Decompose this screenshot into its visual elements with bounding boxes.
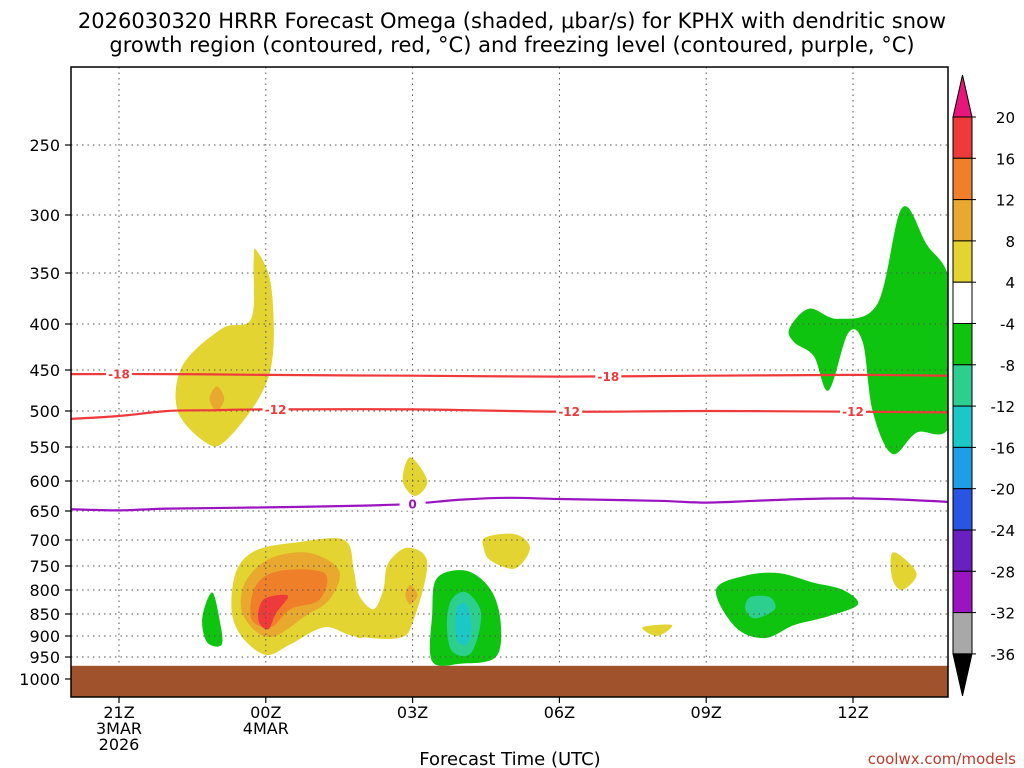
y-tick-label-650: 650 (29, 502, 60, 521)
colorbar-label--16: -16 (991, 439, 1016, 457)
colorbar-label--32: -32 (991, 605, 1016, 623)
colorbar-band-5 (952, 323, 973, 366)
omega-region-green-upper-right (788, 206, 948, 455)
colorbar-band-7 (952, 405, 973, 448)
omega-region-yellow-blob-600 (402, 457, 428, 496)
colorbar-label--28: -28 (991, 563, 1016, 581)
colorbar-label-8: 8 (1005, 233, 1015, 251)
x-tick-label-21Z-2: 2026 (99, 735, 140, 754)
colorbar-band-10 (952, 529, 973, 572)
gridlines (71, 67, 948, 697)
y-tick-label-950: 950 (29, 648, 60, 667)
contour-label-freezing-0: 0 (408, 497, 416, 511)
chart-title-line1: 2026030320 HRRR Forecast Omega (shaded, … (78, 9, 946, 33)
y-tick-label-250: 250 (29, 136, 60, 155)
y-tick-label-750: 750 (29, 557, 60, 576)
colorbar-band-9 (952, 488, 973, 531)
temperature-contours: -18 -18 -12 -12 -12 0 (71, 367, 948, 512)
colorbar-band-11 (952, 570, 973, 614)
y-tick-label-300: 300 (29, 206, 60, 225)
contour-label-bg (840, 404, 866, 419)
omega-region-green-left (202, 592, 223, 647)
colorbar-label--4: -4 (1000, 316, 1015, 334)
contour-label-bg (262, 402, 289, 417)
y-tick-label-1000: 1000 (19, 670, 60, 689)
y-tick-label-800: 800 (29, 581, 60, 600)
colorbar-band-1 (952, 157, 973, 201)
y-tick-label-550: 550 (29, 438, 60, 457)
colorbar-band-8 (952, 446, 973, 490)
colorbar-label--36: -36 (991, 646, 1016, 664)
colorbar: 20 16 12 8 4 -4 -8 -12 -16 -20 -24 -28 -32 -36 (952, 74, 1016, 697)
omega-region-yellow-spot-03z (350, 627, 367, 639)
x-tick-label-21Z-1: 3MAR (96, 719, 142, 738)
contour-label-bg (399, 496, 426, 511)
x-tick-label-21Z-0: 21Z (103, 703, 134, 722)
contour-label-minus12-1: -12 (558, 405, 580, 419)
y-tick-label-500: 500 (29, 402, 60, 421)
contour-label-minus12-2: -12 (842, 405, 864, 419)
omega-region-teal-10z (745, 595, 776, 619)
colorbar-label--12: -12 (991, 398, 1016, 416)
y-tick-label-350: 350 (29, 264, 60, 283)
colorbar-label--8: -8 (1000, 357, 1015, 375)
colorbar-label-16: 16 (996, 150, 1015, 168)
omega-region-yellow-spot-08z (642, 624, 673, 637)
omega-region-yellow-blob-750 (890, 552, 917, 591)
contour-minus18 (71, 372, 948, 378)
x-tick-label-03Z-0: 03Z (397, 703, 428, 722)
omega-region-upper-yellow-plume (175, 248, 274, 447)
contour-label-minus18-1: -18 (597, 370, 619, 384)
colorbar-band-0 (952, 116, 973, 159)
colorbar-label--20: -20 (991, 481, 1016, 499)
y-tick-label-600: 600 (29, 472, 60, 491)
colorbar-label-20: 20 (996, 109, 1015, 127)
x-tick-label-06Z-0: 06Z (544, 703, 575, 722)
contour-label-bg (106, 367, 132, 382)
colorbar-top-arrow (952, 74, 973, 118)
omega-region-low-red-core (258, 594, 289, 630)
credit-text: coolwx.com/models (868, 750, 1016, 768)
contour-label-bg (556, 404, 583, 419)
colorbar-band-3 (952, 240, 973, 283)
contour-label-minus18-0: -18 (108, 368, 130, 382)
plot-frame (70, 66, 949, 698)
x-tick-label-00Z-0: 00Z (250, 703, 281, 722)
omega-shading (175, 206, 948, 666)
y-tick-label-850: 850 (29, 605, 60, 624)
colorbar-label--24: -24 (991, 522, 1016, 540)
y-tick-label-900: 900 (29, 627, 60, 646)
ground-surface (71, 665, 948, 697)
omega-region-upper-orange-spot (209, 386, 225, 411)
colorbar-band-12 (952, 612, 973, 655)
contour-minus12 (71, 408, 948, 420)
colorbar-label-4: 4 (1005, 274, 1015, 292)
x-axis-label: Forecast Time (UTC) (419, 749, 600, 768)
y-tick-label-450: 450 (29, 361, 60, 380)
colorbar-band-2 (952, 199, 973, 242)
y-axis-ticks: 250 300 350 400 450 500 550 600 650 700 750 800 850 9… (19, 136, 71, 689)
contour-label-minus12-0: -12 (265, 403, 287, 417)
colorbar-band-6 (952, 364, 973, 407)
colorbar-label-12: 12 (996, 192, 1015, 210)
omega-region-yellow-blob-700 (482, 533, 530, 569)
y-tick-label-400: 400 (29, 315, 60, 334)
chart-title-line2: growth region (contoured, red, °C) and f… (109, 33, 914, 57)
x-tick-label-09Z-0: 09Z (691, 703, 722, 722)
x-tick-label-00Z-1: 4MAR (243, 719, 289, 738)
contour-label-bg (595, 369, 622, 384)
omega-region-orange-spot-03z (405, 585, 418, 605)
colorbar-bottom-arrow (952, 653, 973, 697)
omega-region-green-10z (715, 572, 859, 639)
y-tick-label-700: 700 (29, 531, 60, 550)
contour-freezing (71, 496, 948, 512)
colorbar-band-4 (952, 281, 973, 325)
x-tick-label-12Z-0: 12Z (837, 703, 868, 722)
